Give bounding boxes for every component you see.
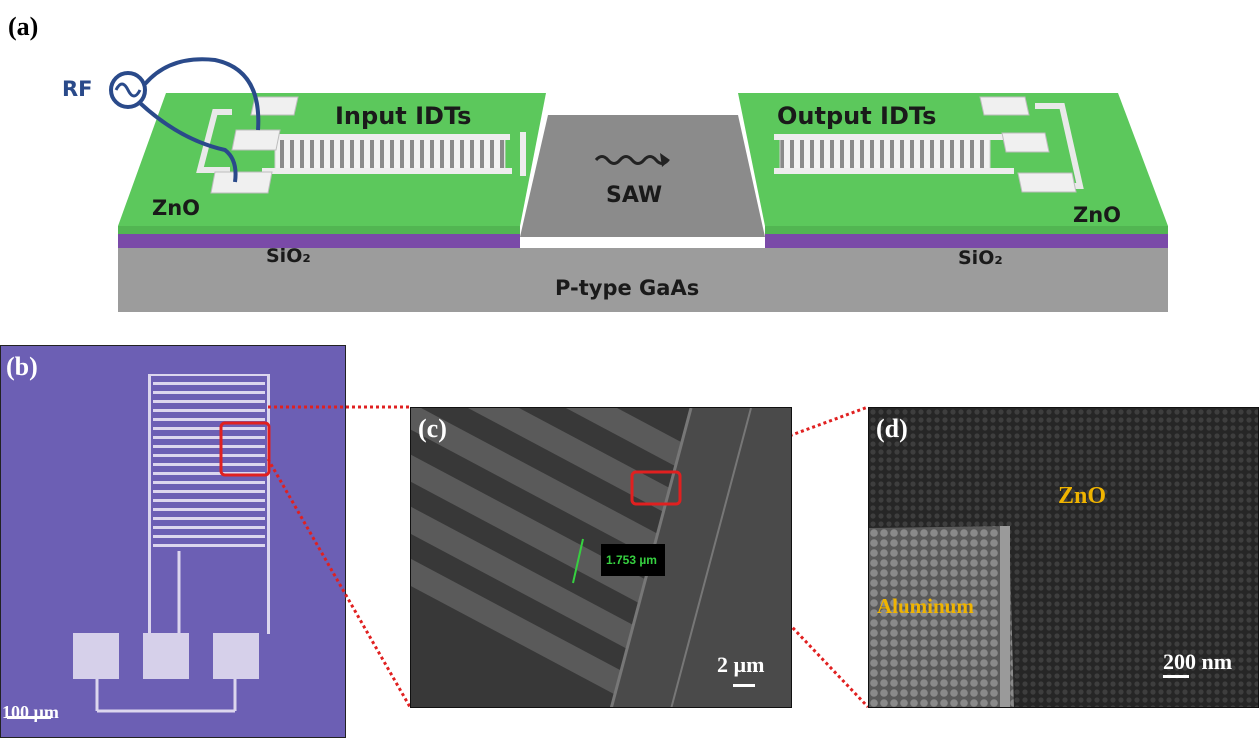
scale-bar-d: 200 nm bbox=[1163, 649, 1233, 674]
substrate-label: P-type GaAs bbox=[555, 276, 699, 300]
output-idts-label: Output IDTs bbox=[777, 102, 936, 130]
panel-a-label: (a) bbox=[8, 12, 39, 41]
zno-right-label: ZnO bbox=[1073, 203, 1121, 227]
zoom-box-b bbox=[219, 421, 271, 477]
scale-bar-b: 100 µm bbox=[2, 702, 59, 722]
panel-c-sem: 1.753 µm 2 µm bbox=[410, 407, 792, 708]
zoom-box-c bbox=[630, 470, 682, 506]
gaas-top-middle bbox=[520, 115, 765, 237]
zno-right-front bbox=[765, 226, 1168, 234]
input-idt-electrodes bbox=[196, 96, 526, 194]
sio2-left bbox=[118, 234, 520, 248]
measurement-label: 1.753 µm bbox=[606, 553, 657, 567]
rf-label: RF bbox=[62, 77, 93, 101]
zno-left-label: ZnO bbox=[152, 196, 200, 220]
panel-d-label: (d) bbox=[876, 414, 908, 443]
gaas-substrate-front bbox=[118, 248, 1168, 312]
sio2-right bbox=[765, 234, 1168, 248]
saw-wave-icon bbox=[594, 153, 670, 167]
panel-b-micrograph bbox=[0, 345, 346, 738]
zno-sem-label: ZnO bbox=[1058, 483, 1107, 509]
rf-source-icon bbox=[109, 57, 261, 183]
device-schematic: RF Input IDTs Output IDTs SAW ZnO ZnO Si… bbox=[62, 57, 1168, 312]
panel-c-label: (c) bbox=[418, 414, 447, 443]
scale-bar-c: 2 µm bbox=[717, 652, 765, 677]
sio2-left-label: SiO₂ bbox=[266, 245, 311, 267]
panel-b-label: (b) bbox=[6, 352, 38, 381]
panel-d-sem: ZnO Aluminum 200 nm bbox=[868, 407, 1259, 708]
saw-label: SAW bbox=[606, 183, 662, 208]
aluminum-label: Aluminum bbox=[877, 594, 974, 618]
output-idt-electrodes bbox=[774, 96, 1084, 193]
sio2-right-label: SiO₂ bbox=[958, 247, 1003, 269]
input-idts-label: Input IDTs bbox=[335, 102, 471, 130]
zno-left-front bbox=[118, 226, 520, 234]
